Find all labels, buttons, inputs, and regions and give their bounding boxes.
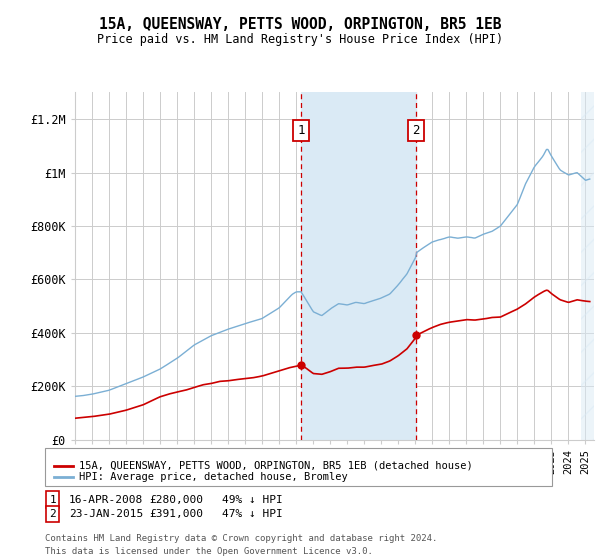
Text: 49% ↓ HPI: 49% ↓ HPI (222, 494, 283, 505)
Text: 1: 1 (49, 494, 56, 505)
Text: 2: 2 (413, 124, 420, 137)
Bar (581, 92, 594, 440)
Text: HPI: Average price, detached house, Bromley: HPI: Average price, detached house, Brom… (79, 472, 348, 482)
Text: 1: 1 (298, 124, 305, 137)
Text: 15A, QUEENSWAY, PETTS WOOD, ORPINGTON, BR5 1EB (detached house): 15A, QUEENSWAY, PETTS WOOD, ORPINGTON, B… (79, 461, 473, 471)
Text: 15A, QUEENSWAY, PETTS WOOD, ORPINGTON, BR5 1EB: 15A, QUEENSWAY, PETTS WOOD, ORPINGTON, B… (99, 17, 501, 32)
Bar (301, 92, 416, 440)
Text: 2: 2 (49, 509, 56, 519)
Text: Contains HM Land Registry data © Crown copyright and database right 2024.
This d: Contains HM Land Registry data © Crown c… (45, 534, 437, 556)
Text: £391,000: £391,000 (149, 509, 203, 519)
Text: 47% ↓ HPI: 47% ↓ HPI (222, 509, 283, 519)
Text: £280,000: £280,000 (149, 494, 203, 505)
Text: 16-APR-2008: 16-APR-2008 (69, 494, 143, 505)
Text: 23-JAN-2015: 23-JAN-2015 (69, 509, 143, 519)
Text: Price paid vs. HM Land Registry's House Price Index (HPI): Price paid vs. HM Land Registry's House … (97, 32, 503, 46)
